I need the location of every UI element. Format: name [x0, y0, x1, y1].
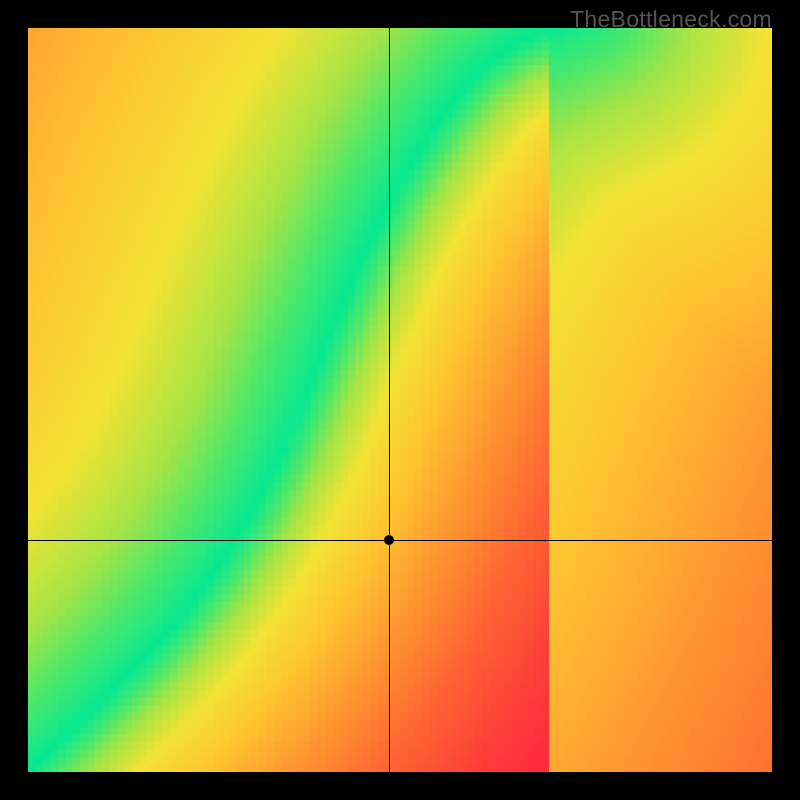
marker-dot: [384, 535, 394, 545]
watermark-text: TheBottleneck.com: [570, 6, 772, 33]
crosshair-horizontal: [28, 540, 772, 541]
heatmap-canvas: [28, 28, 772, 772]
crosshair-vertical: [389, 28, 390, 772]
heatmap-plot: [28, 28, 772, 772]
